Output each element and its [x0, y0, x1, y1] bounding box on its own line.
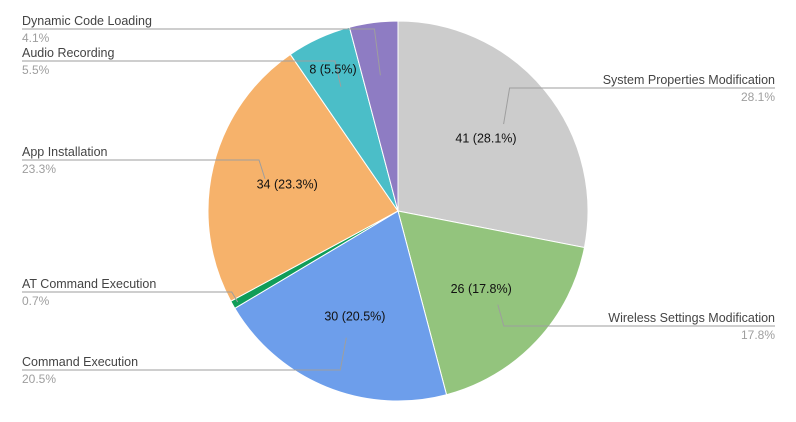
leader-line-dynamic-code-loading — [22, 28, 381, 76]
slice-percent-label-system-properties-modification: 28.1% — [741, 90, 775, 104]
slice-category-label-wireless-settings-modification: Wireless Settings Modification — [608, 311, 775, 325]
slice-labels: 41 (28.1%) System Properties Modification… — [22, 14, 775, 386]
slice-percent-label-app-installation: 23.3% — [22, 162, 56, 176]
leader-line-at-command-execution — [22, 291, 239, 303]
slice-percent-label-audio-recording: 5.5% — [22, 63, 50, 77]
slice-category-label-dynamic-code-loading: Dynamic Code Loading — [22, 14, 152, 28]
leader-lines — [22, 28, 775, 371]
slice-category-label-audio-recording: Audio Recording — [22, 46, 114, 60]
slice-percent-label-at-command-execution: 0.7% — [22, 294, 50, 308]
slice-value-label-audio-recording: 8 (5.5%) — [309, 62, 356, 76]
slice-value-label-app-installation: 34 (23.3%) — [257, 177, 318, 191]
pie-slices — [207, 20, 589, 402]
leader-line-app-installation — [22, 159, 266, 180]
slice-dynamic-code-loading[interactable] — [348, 20, 399, 212]
leader-line-system-properties-modification — [503, 87, 775, 125]
slice-percent-label-dynamic-code-loading: 4.1% — [22, 31, 50, 45]
slice-category-label-command-execution: Command Execution — [22, 355, 138, 369]
slice-value-label-wireless-settings-modification: 26 (17.8%) — [451, 282, 512, 296]
leader-line-audio-recording — [22, 60, 342, 87]
slice-category-label-system-properties-modification: System Properties Modification — [603, 73, 775, 87]
slice-wireless-settings-modification[interactable] — [397, 210, 586, 396]
leader-line-command-execution — [22, 337, 347, 371]
slice-value-label-system-properties-modification: 41 (28.1%) — [455, 132, 516, 146]
slice-percent-label-wireless-settings-modification: 17.8% — [741, 328, 775, 342]
slice-system-properties-modification[interactable] — [397, 20, 589, 249]
slice-app-installation[interactable] — [207, 53, 399, 302]
slice-percent-label-command-execution: 20.5% — [22, 372, 56, 386]
slice-command-execution[interactable] — [234, 210, 448, 402]
slice-category-label-app-installation: App Installation — [22, 145, 108, 159]
leader-line-wireless-settings-modification — [497, 304, 775, 327]
slice-value-label-command-execution: 30 (20.5%) — [324, 310, 385, 324]
slice-category-label-at-command-execution: AT Command Execution — [22, 277, 156, 291]
